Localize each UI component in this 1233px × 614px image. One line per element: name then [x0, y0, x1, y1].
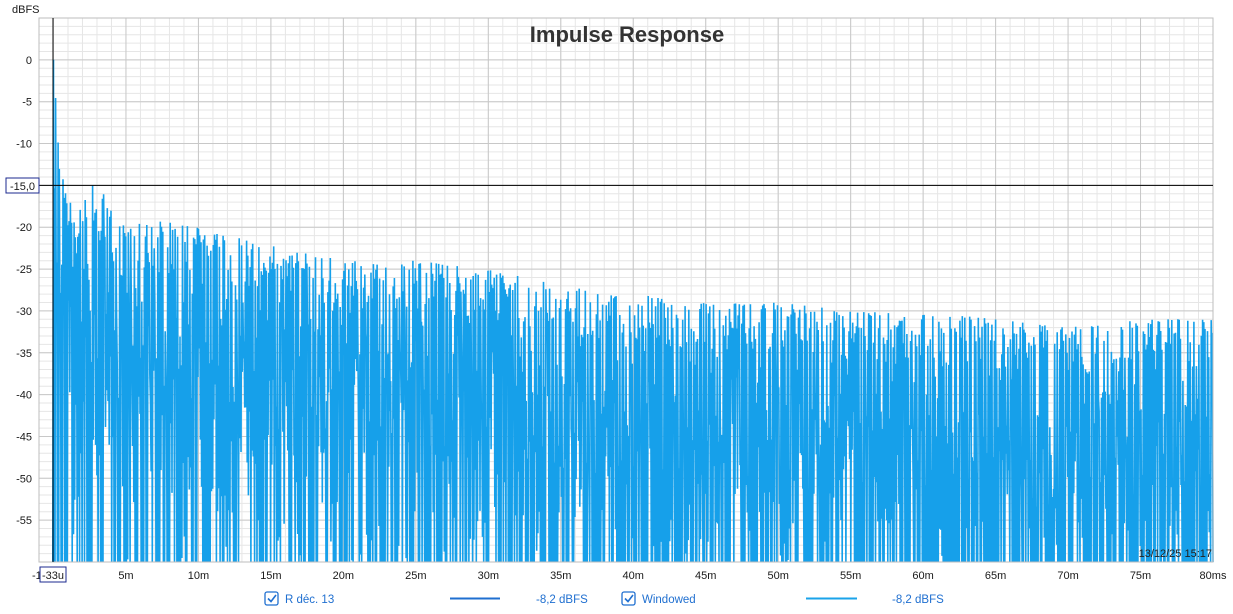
x-tick-label: 40m [623, 570, 644, 582]
x-tick-label: 80ms [1200, 570, 1227, 582]
legend: R déc. 13 -8,2 dBFS Windowed -8,2 dBFS [264, 591, 944, 606]
x-tick-label: 25m [405, 570, 426, 582]
x-tick-label: 50m [767, 570, 788, 582]
y-axis-label: dBFS [12, 4, 40, 16]
x-tick-label: 35m [550, 570, 571, 582]
cursor-x-label: -33u [42, 570, 64, 582]
x-tick-label: 75m [1130, 570, 1151, 582]
x-tick-label: 20m [333, 570, 354, 582]
y-tick-label: -50 [16, 473, 32, 485]
y-tick-label: -55 [16, 515, 32, 527]
chart-title: Impulse Response [530, 22, 724, 47]
x-tick-label: 5m [118, 570, 133, 582]
x-tick-label: 60m [912, 570, 933, 582]
x-tick-label: 70m [1057, 570, 1078, 582]
x-tick-label: 65m [985, 570, 1006, 582]
x-tick-labels: -1 5m 10m 15m 20m 25m 30m 35m 40m 45m 50m 55m 60m 65m… [32, 570, 1227, 582]
y-tick-label: -25 [16, 264, 32, 276]
x-tick-label: -1 [32, 570, 42, 582]
x-tick-label: 15m [260, 570, 281, 582]
cursor-y-readout[interactable]: -15,0 [5, 177, 40, 194]
timestamp: 13/12/25 15:17 [1139, 548, 1212, 560]
legend-label-windowed: Windowed [642, 594, 696, 606]
y-tick-label: -10 [16, 139, 32, 151]
y-tick-labels: 0 -5 -10 -20 -25 -30 -35 -40 -45 -50 -55 [16, 55, 32, 527]
y-tick-label: -40 [16, 390, 32, 402]
y-tick-label: -35 [16, 348, 32, 360]
legend-item-windowed[interactable]: Windowed -8,2 dBFS [621, 591, 944, 606]
y-tick-label: -30 [16, 306, 32, 318]
x-tick-label: 10m [188, 570, 209, 582]
x-tick-label: 55m [840, 570, 861, 582]
cursor-y-label: -15,0 [10, 181, 35, 193]
y-tick-label: -45 [16, 431, 32, 443]
y-tick-label: -5 [22, 97, 32, 109]
y-tick-label: 0 [26, 55, 32, 67]
legend-label-r-dec-13: R déc. 13 [285, 594, 334, 606]
y-tick-label: -20 [16, 222, 32, 234]
legend-level-r-dec-13: -8,2 dBFS [536, 594, 588, 606]
checkbox-checked-icon[interactable] [264, 591, 279, 606]
cursor-x-readout[interactable]: -33u [39, 566, 67, 583]
x-tick-label: 45m [695, 570, 716, 582]
legend-item-r-dec-13[interactable]: R déc. 13 -8,2 dBFS [264, 591, 588, 606]
plot-area-border [38, 17, 1214, 563]
x-tick-label: 30m [478, 570, 499, 582]
plot-frame [38, 17, 1214, 563]
legend-level-windowed: -8,2 dBFS [892, 594, 944, 606]
checkbox-checked-icon[interactable] [621, 591, 636, 606]
